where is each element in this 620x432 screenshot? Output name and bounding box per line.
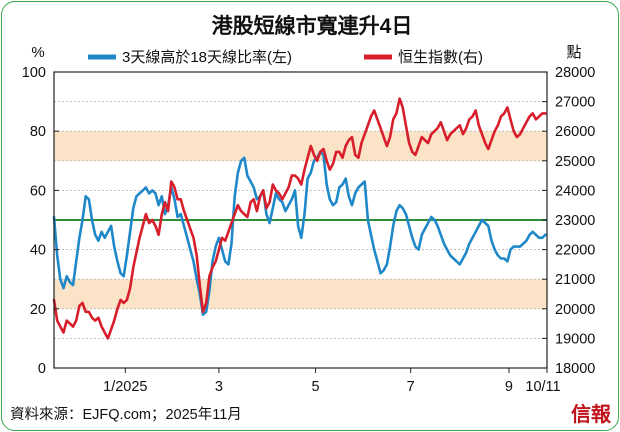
right-tick-label-19000: 19000 [555, 331, 595, 347]
right-tick-label-27000: 27000 [555, 95, 595, 111]
series-line-hsi [52, 97, 547, 340]
source-note: 資料來源：EJFQ.com；2025年11月 [10, 406, 242, 423]
x-tick-label-5: 10/11 [525, 379, 560, 395]
left-axis-ticks: 0 20 40 60 80 100 [22, 65, 59, 377]
shaded-band-0 [54, 131, 547, 161]
left-tick-label-100: 100 [22, 65, 46, 81]
right-tick-label-26000: 26000 [555, 124, 595, 140]
x-tick-label-1: 3 [215, 379, 223, 395]
left-axis-unit: % [31, 44, 44, 61]
left-tick-label-0: 0 [38, 361, 46, 377]
right-tick-label-21000: 21000 [555, 272, 595, 288]
shaded-band-1 [54, 279, 547, 309]
right-tick-label-25000: 25000 [555, 154, 595, 170]
right-tick-label-20000: 20000 [555, 302, 595, 318]
left-tick-label-40: 40 [30, 243, 46, 259]
series-lines [52, 97, 547, 340]
legend-label-breadth: 3天線高於18天線比率(左) [122, 49, 292, 66]
chart-title: 港股短線市寬連升4日 [212, 14, 413, 38]
right-axis-unit: 點 [566, 44, 581, 61]
right-tick-label-22000: 22000 [555, 243, 595, 259]
legend-label-hsi: 恒生指數(右) [398, 49, 483, 66]
x-tick-label-2: 5 [312, 379, 320, 395]
right-tick-label-23000: 23000 [555, 213, 595, 229]
series-line-breadth [52, 150, 547, 317]
right-tick-label-18000: 18000 [555, 361, 595, 377]
x-tick-label-4: 9 [505, 379, 513, 395]
publisher-logo: 信報 [571, 402, 612, 426]
x-axis-ticks: 1/2025 3 5 7 9 10/11 [103, 368, 561, 395]
right-tick-label-28000: 28000 [555, 65, 595, 81]
x-tick-label-0: 1/2025 [103, 379, 147, 395]
right-tick-label-24000: 24000 [555, 183, 595, 199]
left-tick-label-60: 60 [30, 183, 46, 199]
left-tick-label-80: 80 [30, 124, 46, 140]
shaded-bands [54, 131, 547, 309]
x-tick-label-3: 7 [407, 379, 415, 395]
right-axis-ticks: 18000 19000 20000 21000 22000 23000 24000 25000… [542, 65, 595, 377]
left-tick-label-20: 20 [30, 302, 46, 318]
